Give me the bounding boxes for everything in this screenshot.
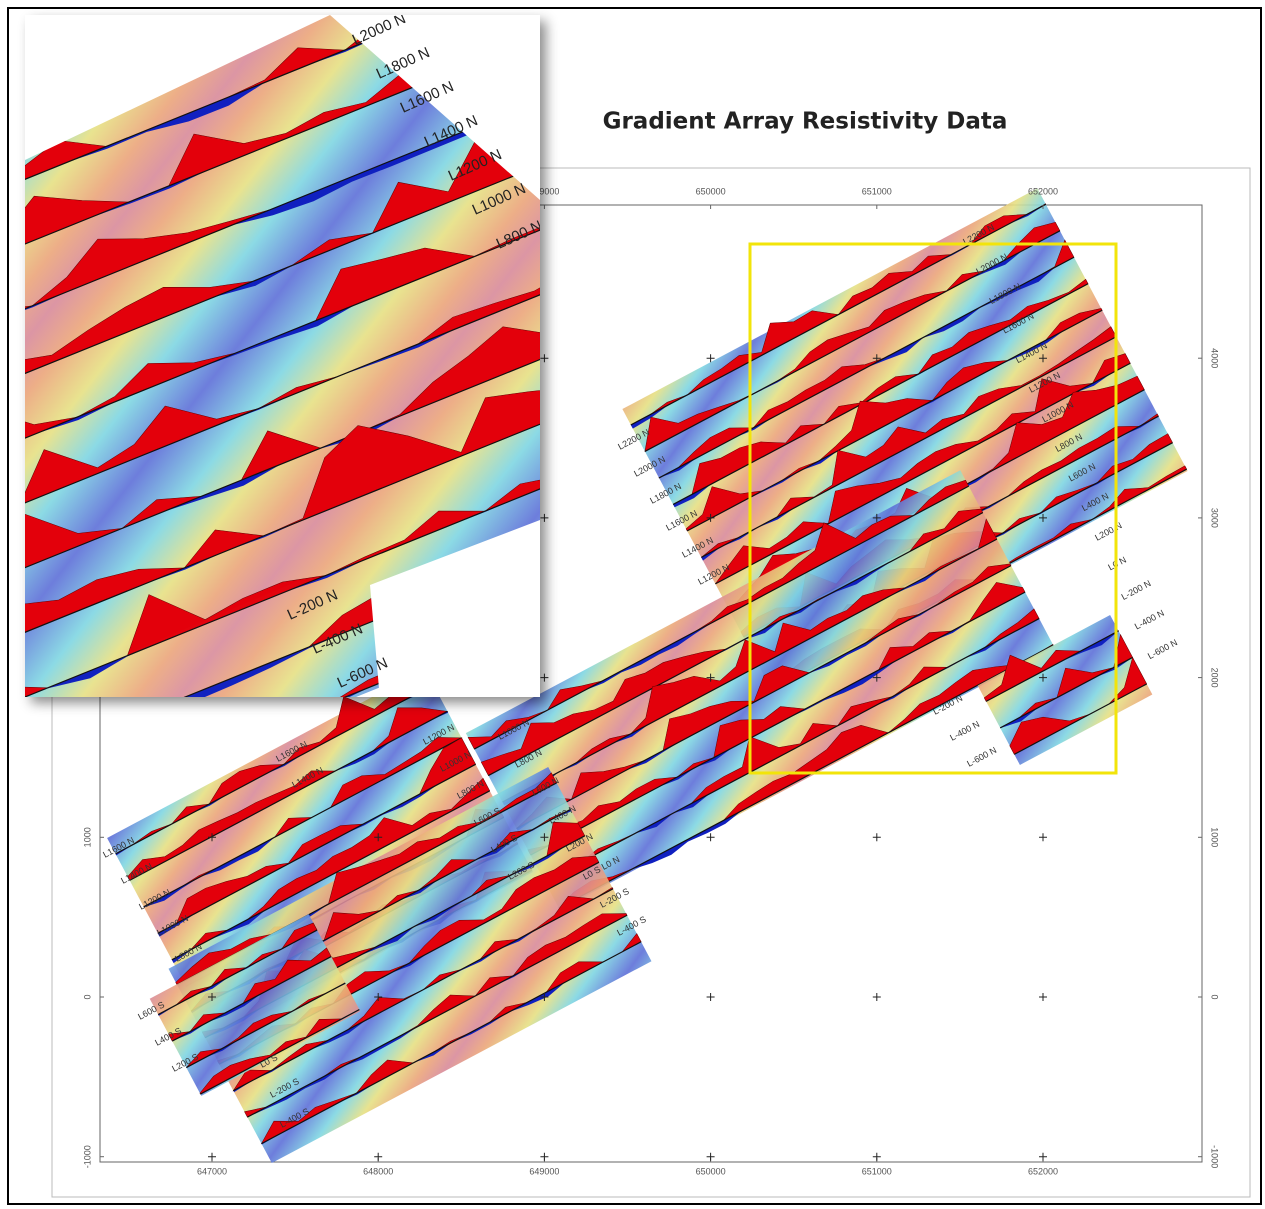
grid-cross	[707, 1153, 715, 1161]
y-tick-label-right: 0	[1210, 994, 1220, 999]
grid-cross	[873, 1153, 881, 1161]
line-label: L200 N	[1093, 520, 1123, 542]
grid-cross	[873, 993, 881, 1001]
grid-cross	[707, 833, 715, 841]
grid-cross	[540, 1153, 548, 1161]
line-label: L-400 N	[948, 719, 981, 743]
grid-cross	[1039, 1153, 1047, 1161]
y-tick-label-right: 4000	[1210, 348, 1220, 368]
x-tick-label: 648000	[363, 1166, 393, 1176]
grid-cross	[374, 1153, 382, 1161]
x-tick-label: 649000	[529, 1166, 559, 1176]
line-label: L-400 N	[1133, 608, 1166, 632]
y-tick-label-right: 1000	[1210, 827, 1220, 847]
x-tick-label: 651000	[862, 1166, 892, 1176]
x-tick-label-top: 651000	[862, 186, 892, 196]
line-label: L-200 N	[1120, 578, 1153, 602]
title: Gradient Array Resistivity Data	[603, 109, 1008, 135]
y-tick-label-right: 2000	[1210, 668, 1220, 688]
grid-cross	[1039, 993, 1047, 1001]
y-tick-label: 0	[82, 994, 92, 999]
grid-cross	[873, 833, 881, 841]
grid-cross	[540, 354, 548, 362]
grid-cross	[208, 1153, 216, 1161]
x-tick-label: 647000	[197, 1166, 227, 1176]
y-tick-label: -1000	[82, 1145, 92, 1168]
grid-cross	[540, 674, 548, 682]
y-tick-label-right: -1000	[1210, 1145, 1220, 1168]
x-tick-label-top: 650000	[696, 186, 726, 196]
line-label: L-600 N	[965, 745, 998, 769]
y-tick-label-right: 3000	[1210, 508, 1220, 528]
figure: 6470006470006480006480006490006490006500…	[0, 0, 1265, 1209]
line-label: L-600 N	[1146, 637, 1179, 661]
x-tick-label: 650000	[696, 1166, 726, 1176]
y-tick-label: 1000	[82, 827, 92, 847]
x-tick-label-top: 652000	[1028, 186, 1058, 196]
grid-cross	[540, 514, 548, 522]
grid-cross	[1039, 833, 1047, 841]
x-tick-label: 652000	[1028, 1166, 1058, 1176]
grid-cross	[707, 993, 715, 1001]
